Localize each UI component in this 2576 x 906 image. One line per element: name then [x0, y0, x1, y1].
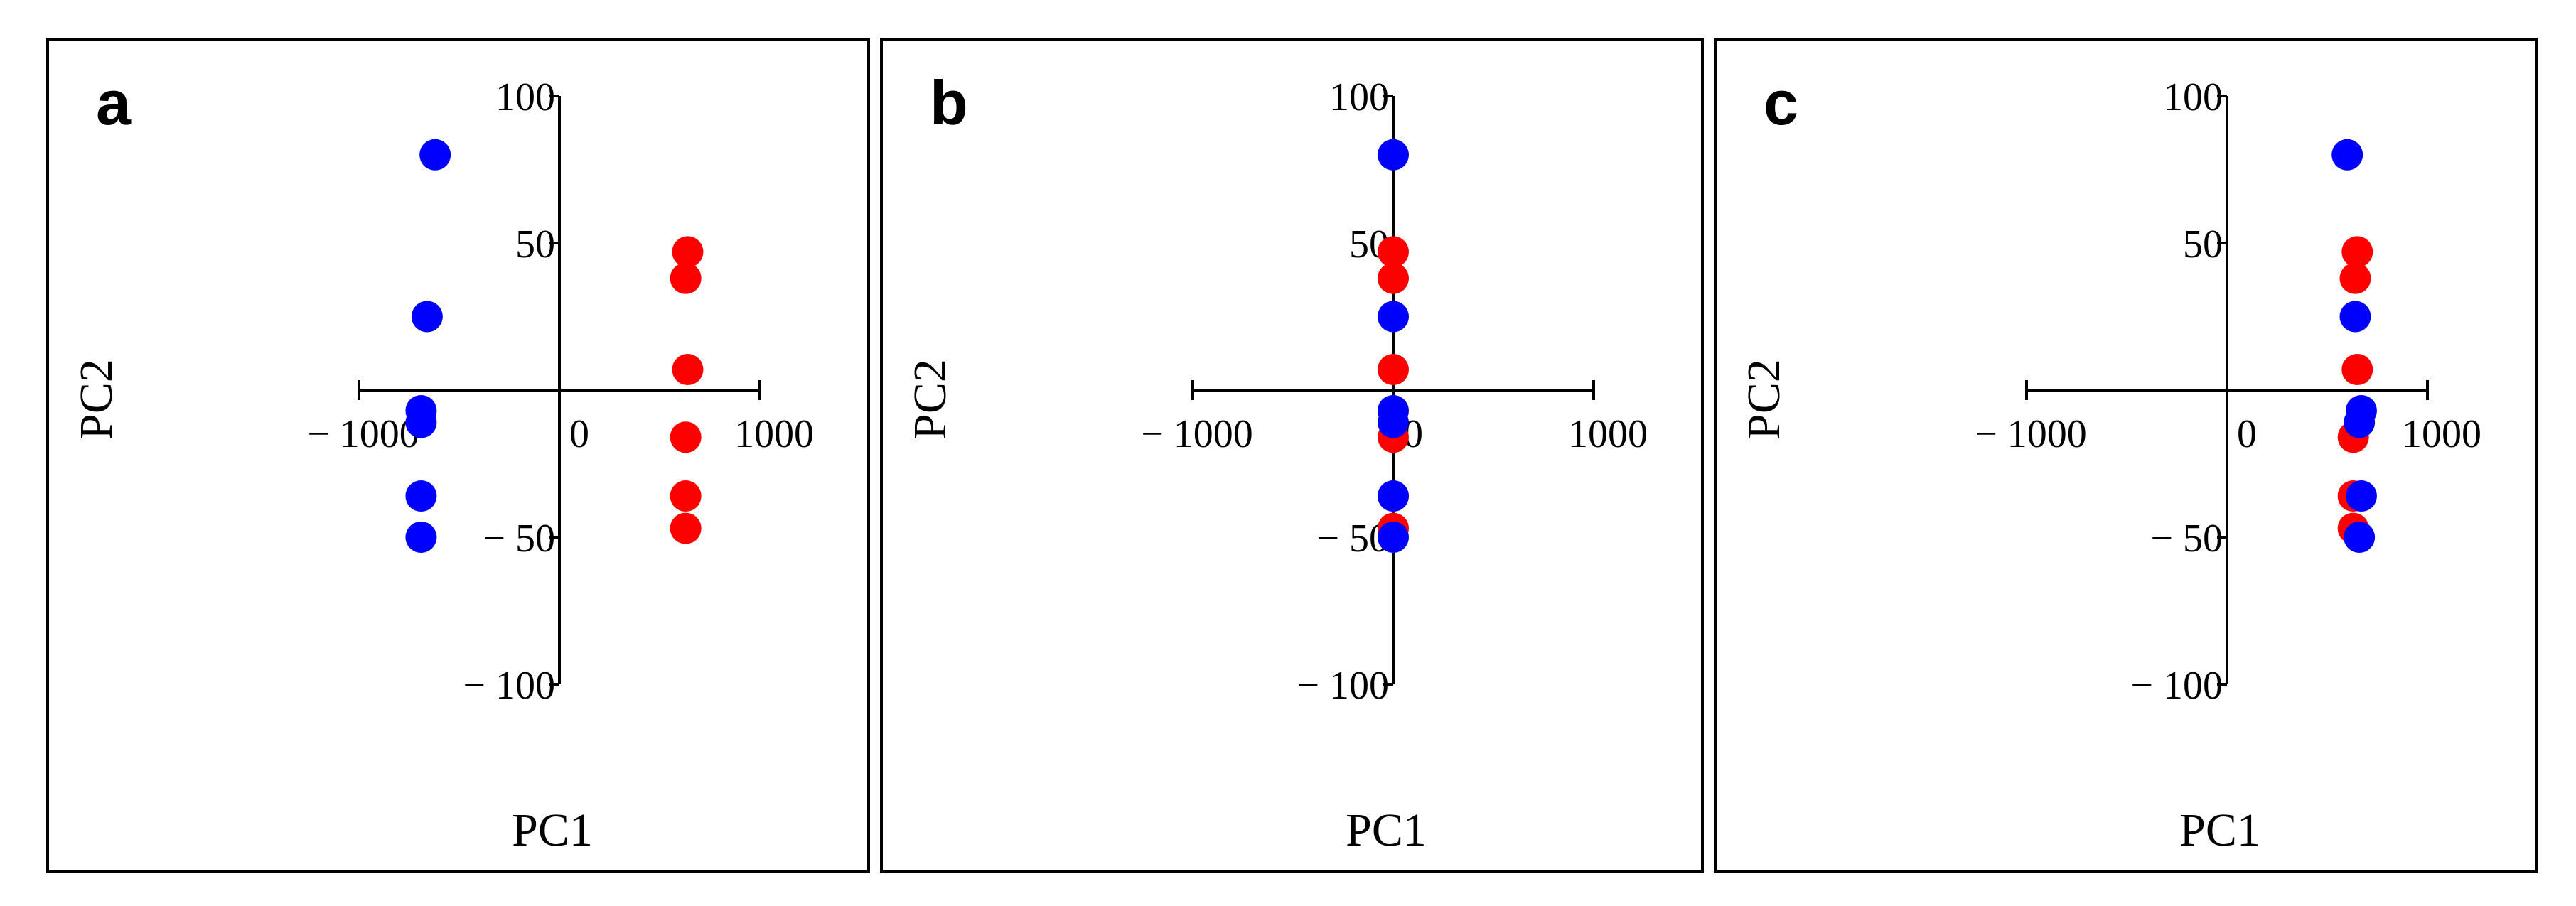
- blue-point: [2339, 301, 2371, 333]
- y-tick-label: − 100: [1297, 664, 1389, 708]
- panel-a: a − 1000 0 1000 − 100 − 50 50 100 PC1 PC2: [46, 38, 870, 873]
- blue-point: [411, 301, 443, 333]
- y-tick-label: 50: [2183, 222, 2223, 266]
- x-tick-label: 0: [2237, 412, 2257, 456]
- y-tick-label: − 100: [2130, 664, 2223, 708]
- x-tick-label: 1000: [1568, 412, 1648, 456]
- y-tick-label: 100: [495, 75, 555, 119]
- y-tick-label: − 50: [1316, 517, 1389, 561]
- red-point: [2339, 262, 2371, 294]
- x-tick-label: − 1000: [307, 412, 419, 456]
- panel-c: c − 1000 0 1000 − 100 − 50 50 100 PC1 PC2: [1714, 38, 2538, 873]
- x-tick-label: 0: [569, 412, 589, 456]
- red-point: [1378, 262, 1409, 294]
- blue-point: [2344, 406, 2376, 438]
- red-point: [672, 236, 704, 268]
- x-tick-label: − 1000: [1975, 412, 2087, 456]
- y-axis-title: PC2: [904, 359, 956, 440]
- x-axis-title: PC1: [2179, 804, 2260, 856]
- x-tick-label: 1000: [2402, 412, 2481, 456]
- y-axis-title: PC2: [70, 359, 122, 440]
- panel-letter: b: [930, 68, 968, 138]
- panel-letter: a: [96, 68, 132, 138]
- y-tick-label: − 50: [2150, 517, 2223, 561]
- blue-point: [2344, 522, 2376, 553]
- series-blue: [405, 139, 451, 553]
- blue-point: [2331, 139, 2363, 171]
- blue-point: [405, 522, 437, 553]
- panel-frame: [880, 38, 1704, 873]
- red-point: [1378, 236, 1409, 268]
- blue-point: [405, 406, 437, 438]
- y-tick-label: 100: [1329, 75, 1389, 119]
- blue-point: [2345, 480, 2377, 512]
- red-point: [2341, 354, 2373, 386]
- blue-point: [419, 139, 451, 171]
- blue-point: [1378, 480, 1409, 512]
- x-tick-label: − 1000: [1141, 412, 1253, 456]
- x-axis-title: PC1: [512, 804, 593, 856]
- series-blue: [1378, 139, 1409, 553]
- red-point: [670, 262, 702, 294]
- x-tick-label: 1000: [734, 412, 814, 456]
- red-point: [670, 480, 702, 512]
- y-tick-label: − 100: [463, 664, 555, 708]
- x-axis-title: PC1: [1346, 804, 1427, 856]
- panel-letter: c: [1764, 68, 1798, 138]
- panels-group: a − 1000 0 1000 − 100 − 50 50 100 PC1 PC2 b − 1000 0…: [46, 38, 2538, 873]
- blue-point: [1378, 522, 1409, 553]
- series-blue: [2331, 139, 2377, 553]
- red-point: [670, 421, 702, 453]
- y-tick-label: − 50: [483, 517, 555, 561]
- red-point: [670, 512, 702, 544]
- red-point: [2341, 236, 2373, 268]
- blue-point: [405, 480, 437, 512]
- y-tick-label: 50: [515, 222, 555, 266]
- blue-point: [1378, 406, 1409, 438]
- blue-point: [1378, 139, 1409, 171]
- y-tick-label: 100: [2163, 75, 2223, 119]
- blue-point: [1378, 301, 1409, 333]
- panel-frame: [46, 38, 870, 873]
- y-axis-title: PC2: [1738, 359, 1790, 440]
- panel-frame: [1714, 38, 2538, 873]
- series-red: [670, 236, 704, 544]
- red-point: [1378, 354, 1409, 386]
- red-point: [672, 354, 704, 386]
